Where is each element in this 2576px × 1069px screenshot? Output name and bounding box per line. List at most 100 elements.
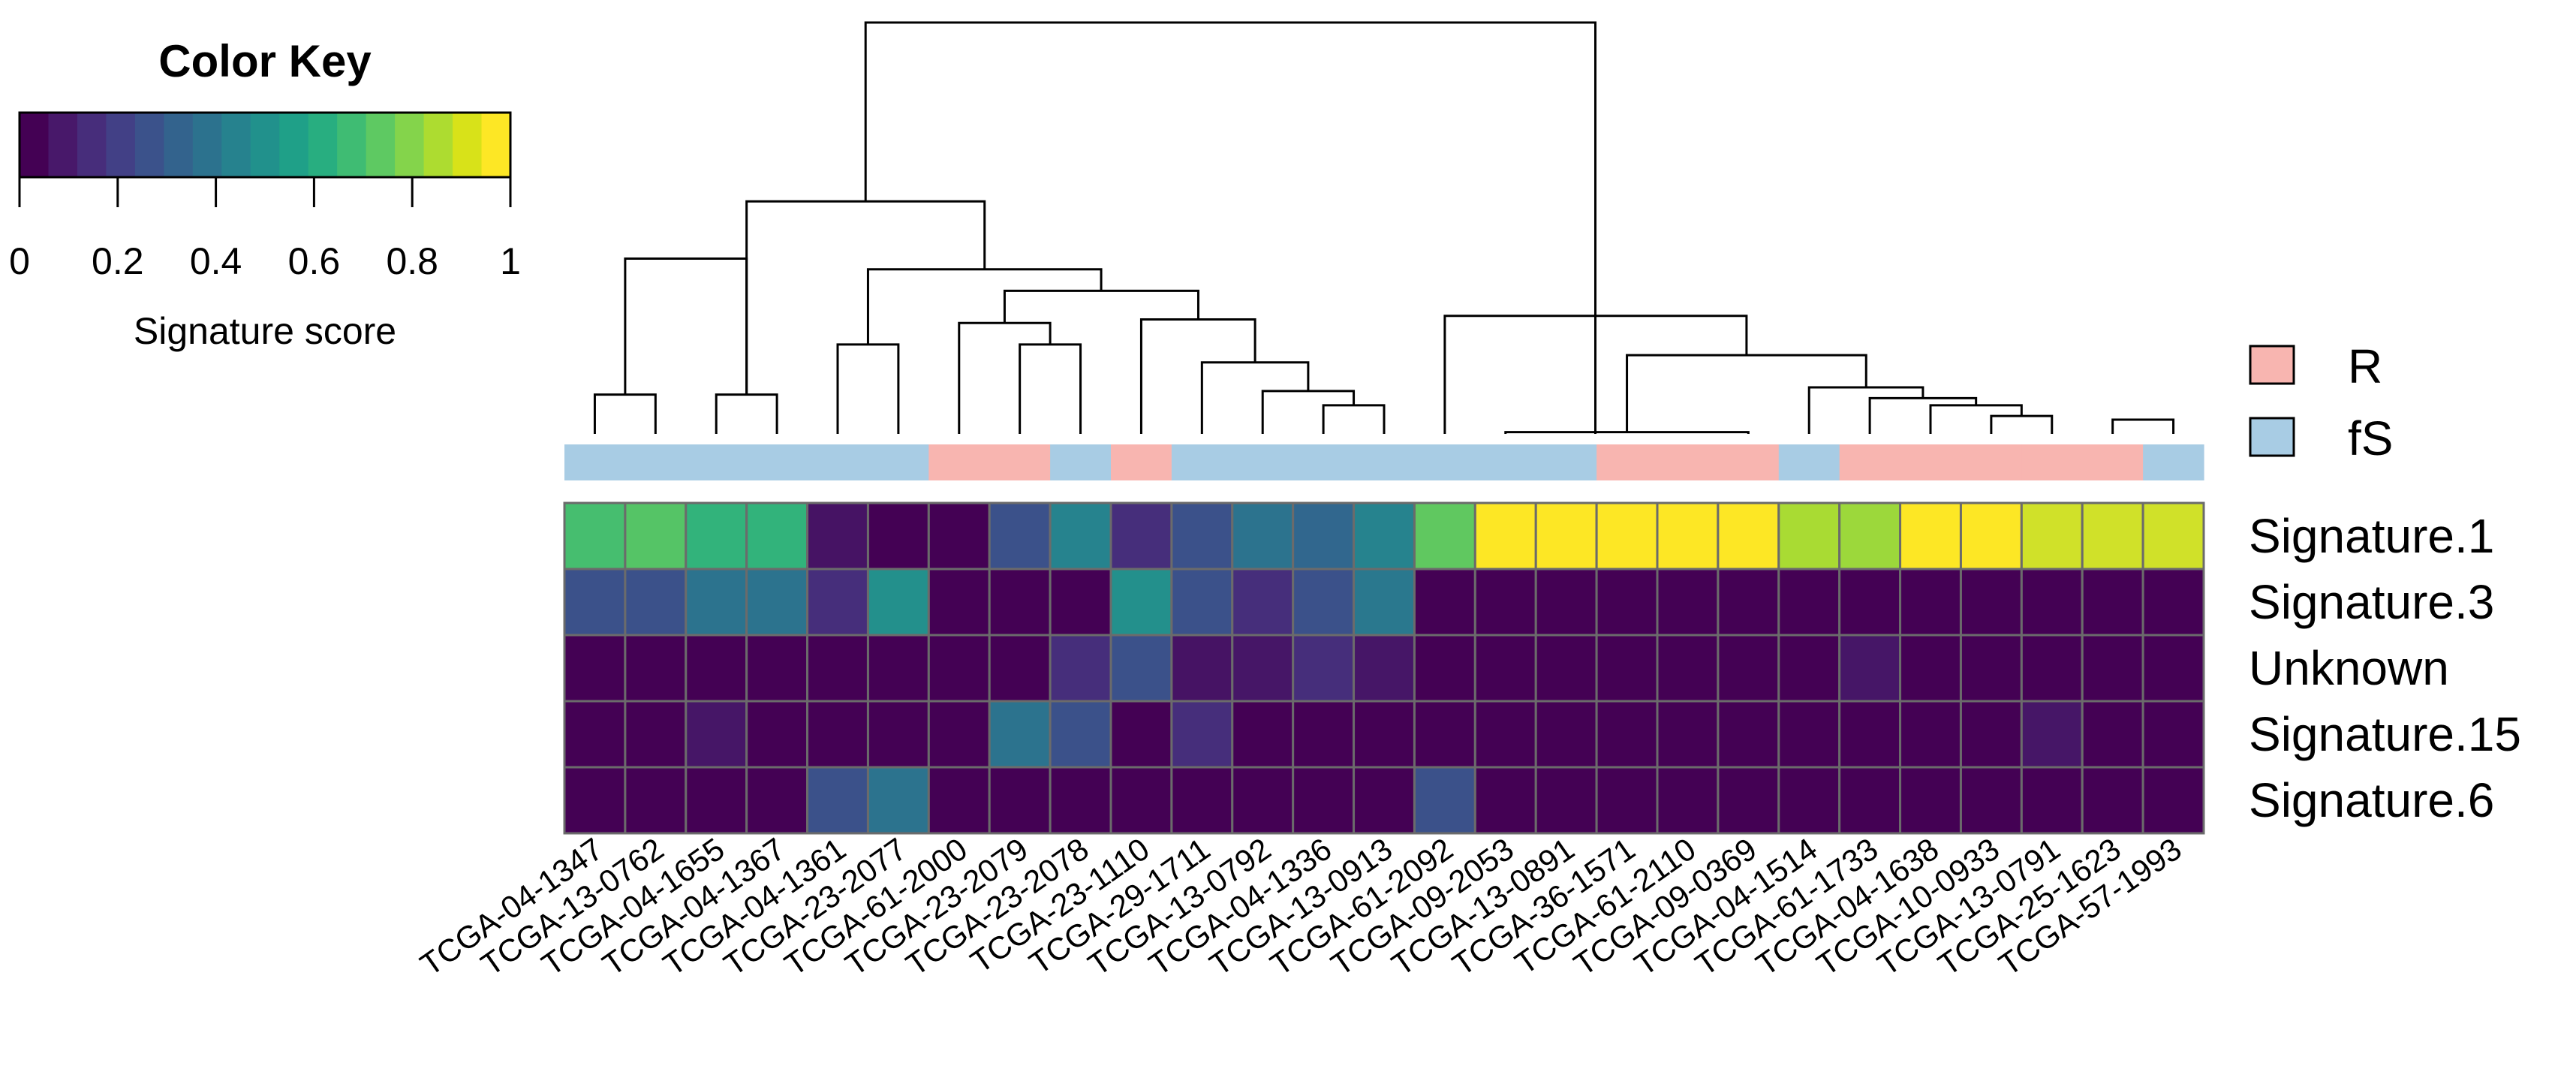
group-bar-cell xyxy=(1961,444,2022,480)
group-bar-cell xyxy=(868,444,929,480)
heatmap-cell xyxy=(2141,501,2205,571)
heatmap-cell xyxy=(2020,568,2084,637)
color-key-tick-label: 1 xyxy=(500,240,521,282)
dendrogram-branch xyxy=(1261,390,1356,434)
heatmap-cell xyxy=(1534,568,1598,637)
group-bar-cell xyxy=(1596,444,1658,480)
column-dendrogram xyxy=(593,21,2175,434)
heatmap-cell xyxy=(1777,766,1841,835)
heatmap-cell xyxy=(1292,766,1356,835)
dendrogram-branch xyxy=(958,321,1052,434)
heatmap-cell xyxy=(745,501,809,571)
color-key-tick-label: 0.6 xyxy=(288,240,341,282)
dendrogram-branch xyxy=(1139,318,1256,434)
heatmap-cell xyxy=(1534,766,1598,835)
color-key-tick-label: 0.4 xyxy=(190,240,242,282)
heatmap-cell xyxy=(2141,766,2205,835)
heatmap-cell xyxy=(806,568,869,637)
color-key-tick-label: 0.2 xyxy=(92,240,144,282)
color-key-swatch xyxy=(77,113,107,177)
heatmap-cell xyxy=(1413,700,1476,769)
heatmap-cell xyxy=(1899,766,1962,835)
heatmap-cell xyxy=(1959,700,2023,769)
heatmap-cell xyxy=(1473,700,1537,769)
row-label: Unknown xyxy=(2249,641,2449,695)
color-key-swatch xyxy=(164,113,194,177)
heatmap-cell xyxy=(927,766,991,835)
dendrogram-branch xyxy=(715,393,778,434)
color-key-gradient xyxy=(20,113,511,177)
color-key-swatch xyxy=(134,113,164,177)
heatmap-cell xyxy=(1049,634,1112,703)
heatmap-cell xyxy=(563,568,627,637)
heatmap-cell xyxy=(624,568,688,637)
heatmap-cell xyxy=(1959,568,2023,637)
dendrogram-branch xyxy=(2111,418,2175,434)
heatmap-cell xyxy=(2020,766,2084,835)
heatmap-cell xyxy=(685,634,748,703)
heatmap-cell xyxy=(1838,634,1902,703)
heatmap-cell xyxy=(1717,766,1780,835)
heatmap-cell xyxy=(1413,501,1476,571)
row-label: Signature.15 xyxy=(2249,707,2521,761)
heatmap-cell xyxy=(1717,634,1780,703)
heatmap-cell xyxy=(1231,766,1295,835)
color-key: Color Key 0 0.2 0.4 0.6 0.8 1 Signature score xyxy=(9,36,521,352)
heatmap-cell xyxy=(1353,700,1416,769)
heatmap-cell xyxy=(563,501,627,571)
heatmap-cell xyxy=(1049,568,1112,637)
heatmap-cell xyxy=(1231,700,1295,769)
heatmap-cell xyxy=(1473,568,1537,637)
dendrogram-branch xyxy=(1322,404,1386,434)
dendrogram-branch xyxy=(1003,289,1199,324)
heatmap-cell xyxy=(685,700,748,769)
heatmap-cell xyxy=(1534,634,1598,703)
heatmap-cell xyxy=(1109,634,1173,703)
heatmap-cell xyxy=(1777,568,1841,637)
heatmap-cell xyxy=(1656,634,1720,703)
heatmap-cell xyxy=(988,634,1052,703)
heatmap-cell xyxy=(745,634,809,703)
heatmap-cell xyxy=(1353,634,1416,703)
group-annotation-bar xyxy=(564,444,2204,480)
color-key-swatch xyxy=(481,113,511,177)
heatmap-cell xyxy=(806,700,869,769)
heatmap-cell xyxy=(1838,700,1902,769)
heatmap-cell xyxy=(927,634,991,703)
heatmap-cell xyxy=(1473,766,1537,835)
column-labels: TCGA-04-1347TCGA-13-0762TCGA-04-1655TCGA… xyxy=(414,831,2187,983)
heatmap-cell xyxy=(1717,501,1780,571)
color-key-swatch xyxy=(250,113,280,177)
heatmap-cell xyxy=(2081,766,2144,835)
heatmap-cell xyxy=(866,766,930,835)
group-bar-cell xyxy=(928,444,990,480)
dendrogram-branch xyxy=(1929,404,2023,434)
dendrogram-branch xyxy=(1200,361,1310,434)
heatmap-cell xyxy=(1838,568,1902,637)
heatmap-cell xyxy=(1231,501,1295,571)
heatmap-cell xyxy=(1595,634,1659,703)
heatmap-cell xyxy=(2081,501,2144,571)
color-key-swatch xyxy=(192,113,222,177)
heatmap-cell xyxy=(1473,634,1537,703)
heatmap-cell xyxy=(1049,766,1112,835)
heatmap-cell xyxy=(685,501,748,571)
heatmap-cells xyxy=(563,501,2205,835)
group-bar-cell xyxy=(685,444,748,480)
heatmap-cell xyxy=(2141,568,2205,637)
color-key-ticks: 0 0.2 0.4 0.6 0.8 1 xyxy=(9,177,521,282)
group-bar-cell xyxy=(746,444,808,480)
heatmap-cell xyxy=(988,766,1052,835)
heatmap-cell xyxy=(624,501,688,571)
dendrogram-branch xyxy=(1626,354,1867,432)
heatmap-cell xyxy=(1777,634,1841,703)
row-label: Signature.3 xyxy=(2249,575,2494,629)
heatmap-cell xyxy=(806,634,869,703)
heatmap-cell xyxy=(624,766,688,835)
legend-label-r: R xyxy=(2348,339,2382,393)
color-key-swatch xyxy=(366,113,396,177)
group-bar-cell xyxy=(1475,444,1536,480)
heatmap-cell xyxy=(1049,501,1112,571)
group-bar-cell xyxy=(1050,444,1112,480)
